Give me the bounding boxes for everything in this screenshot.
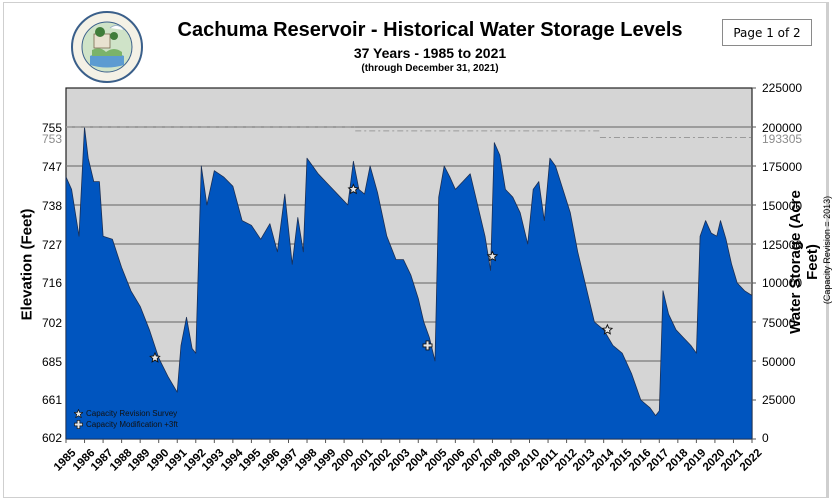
- legend-item-survey: Capacity Revision Survey: [74, 408, 178, 419]
- page-frame: [3, 2, 829, 498]
- left-tick: 753: [41, 132, 62, 146]
- star-icon: [74, 409, 83, 418]
- legend-label: Capacity Modification +3ft: [86, 420, 178, 429]
- right-tick: 193305: [762, 132, 803, 146]
- left-axis-label: Elevation (Feet): [18, 208, 36, 321]
- chart-subtitle: 37 Years - 1985 to 2021: [353, 45, 507, 61]
- star-icon: [149, 351, 161, 363]
- right-tick: 25000: [762, 393, 796, 407]
- legend-label: Capacity Revision Survey: [86, 409, 178, 418]
- left-tick: 716: [41, 276, 62, 290]
- left-tick: 747: [41, 160, 62, 174]
- chart-legend: Capacity Revision Survey Capacity Modifi…: [74, 408, 178, 430]
- page-indicator: Page 1 of 2: [722, 19, 812, 46]
- county-seal-logo: [71, 11, 143, 83]
- left-tick: 661: [41, 393, 62, 407]
- left-tick: 727: [41, 238, 62, 252]
- star-icon: [601, 323, 614, 335]
- right-tick: 100000: [762, 276, 803, 290]
- left-tick: 602: [41, 431, 62, 445]
- legend-item-modification: Capacity Modification +3ft: [74, 419, 178, 430]
- star-icon: [486, 250, 499, 262]
- left-tick: 738: [41, 199, 62, 213]
- right-tick: 50000: [762, 355, 796, 369]
- right-tick: 200000: [762, 121, 803, 135]
- right-tick: 225000: [762, 81, 803, 95]
- right-tick: 75000: [762, 316, 796, 330]
- chart-date-note: (through December 31, 2021): [361, 63, 499, 74]
- storage-area: [65, 126, 753, 440]
- left-tick: 685: [41, 355, 62, 369]
- right-tick: 150000: [762, 199, 803, 213]
- star-icon: [347, 183, 360, 195]
- right-axis-note: (Capacity Revision = 2013): [822, 195, 832, 305]
- right-tick: 125000: [762, 238, 803, 252]
- left-tick: 702: [41, 316, 62, 330]
- left-tick: 755: [41, 121, 62, 135]
- right-tick: 175000: [762, 160, 803, 174]
- right-tick: 0: [762, 431, 769, 445]
- cross-icon: [74, 420, 83, 429]
- cross-icon: [422, 340, 433, 351]
- chart-title: Cachuma Reservoir - Historical Water Sto…: [177, 19, 683, 41]
